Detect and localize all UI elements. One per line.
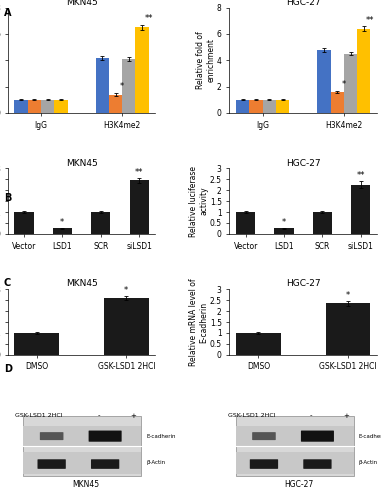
Y-axis label: Relative luciferase
activity: Relative luciferase activity <box>189 166 208 236</box>
Text: **: ** <box>357 172 365 180</box>
Bar <box>274 228 294 234</box>
Bar <box>109 94 122 113</box>
Bar <box>326 304 370 355</box>
Bar <box>53 228 72 234</box>
Bar <box>236 333 281 355</box>
Title: MKN45: MKN45 <box>66 158 98 168</box>
Title: HGC-27: HGC-27 <box>286 0 320 6</box>
Text: B: B <box>4 193 11 203</box>
Text: MKN45: MKN45 <box>73 480 100 490</box>
Title: HGC-27: HGC-27 <box>286 158 320 168</box>
Title: HGC-27: HGC-27 <box>286 280 320 288</box>
Y-axis label: Relative fold of
enrichment: Relative fold of enrichment <box>196 32 216 89</box>
Text: E-cadherin: E-cadherin <box>146 434 176 438</box>
Text: β-Actin: β-Actin <box>146 460 165 466</box>
Text: *: * <box>124 286 128 294</box>
Bar <box>331 92 344 113</box>
Bar <box>91 212 110 234</box>
Title: MKN45: MKN45 <box>66 280 98 288</box>
FancyBboxPatch shape <box>236 452 354 474</box>
Text: **: ** <box>144 14 153 24</box>
Text: HGC-27: HGC-27 <box>284 480 313 490</box>
Text: *: * <box>346 291 350 300</box>
Text: *: * <box>60 218 64 226</box>
FancyBboxPatch shape <box>303 460 331 469</box>
Text: A: A <box>4 8 11 18</box>
Text: +: + <box>343 412 349 418</box>
Text: **: ** <box>366 16 375 25</box>
FancyBboxPatch shape <box>250 460 278 469</box>
FancyBboxPatch shape <box>236 426 354 446</box>
Bar <box>317 50 331 113</box>
Bar <box>14 333 59 355</box>
Bar <box>236 100 250 113</box>
Bar <box>135 28 149 113</box>
Text: C: C <box>4 278 11 288</box>
FancyBboxPatch shape <box>89 430 122 442</box>
Text: β-Actin: β-Actin <box>358 460 378 466</box>
Bar <box>14 100 28 113</box>
Text: *: * <box>342 80 346 88</box>
Bar <box>263 100 276 113</box>
FancyBboxPatch shape <box>37 460 66 469</box>
Text: **: ** <box>135 168 143 177</box>
Y-axis label: Relative mRNA level of
E-cadherin: Relative mRNA level of E-cadherin <box>189 278 208 366</box>
Text: GSK-LSD1 2HCl: GSK-LSD1 2HCl <box>16 412 63 418</box>
Text: -: - <box>310 412 312 418</box>
FancyBboxPatch shape <box>23 416 141 476</box>
Text: -: - <box>98 412 100 418</box>
Bar <box>357 28 370 113</box>
Bar <box>276 100 289 113</box>
Text: D: D <box>4 364 12 374</box>
FancyBboxPatch shape <box>236 416 354 476</box>
FancyBboxPatch shape <box>91 460 119 469</box>
Bar <box>236 212 255 234</box>
FancyBboxPatch shape <box>252 432 276 440</box>
Bar <box>250 100 263 113</box>
Bar <box>351 184 370 234</box>
Text: E-cadherin: E-cadherin <box>358 434 381 438</box>
Bar <box>28 100 41 113</box>
FancyBboxPatch shape <box>40 432 64 440</box>
Text: *: * <box>120 82 124 91</box>
Bar <box>344 54 357 113</box>
FancyBboxPatch shape <box>301 430 334 442</box>
Text: GSK-LSD1 2HCl: GSK-LSD1 2HCl <box>228 412 275 418</box>
Bar <box>41 100 54 113</box>
Bar <box>14 212 34 234</box>
Title: MKN45: MKN45 <box>66 0 98 6</box>
Bar <box>54 100 67 113</box>
Bar <box>104 298 149 355</box>
FancyBboxPatch shape <box>23 452 141 474</box>
FancyBboxPatch shape <box>23 426 141 446</box>
Text: +: + <box>131 412 136 418</box>
Text: *: * <box>282 218 286 226</box>
Bar <box>96 58 109 113</box>
Bar <box>313 212 332 234</box>
Bar <box>130 180 149 234</box>
Bar <box>122 59 135 113</box>
